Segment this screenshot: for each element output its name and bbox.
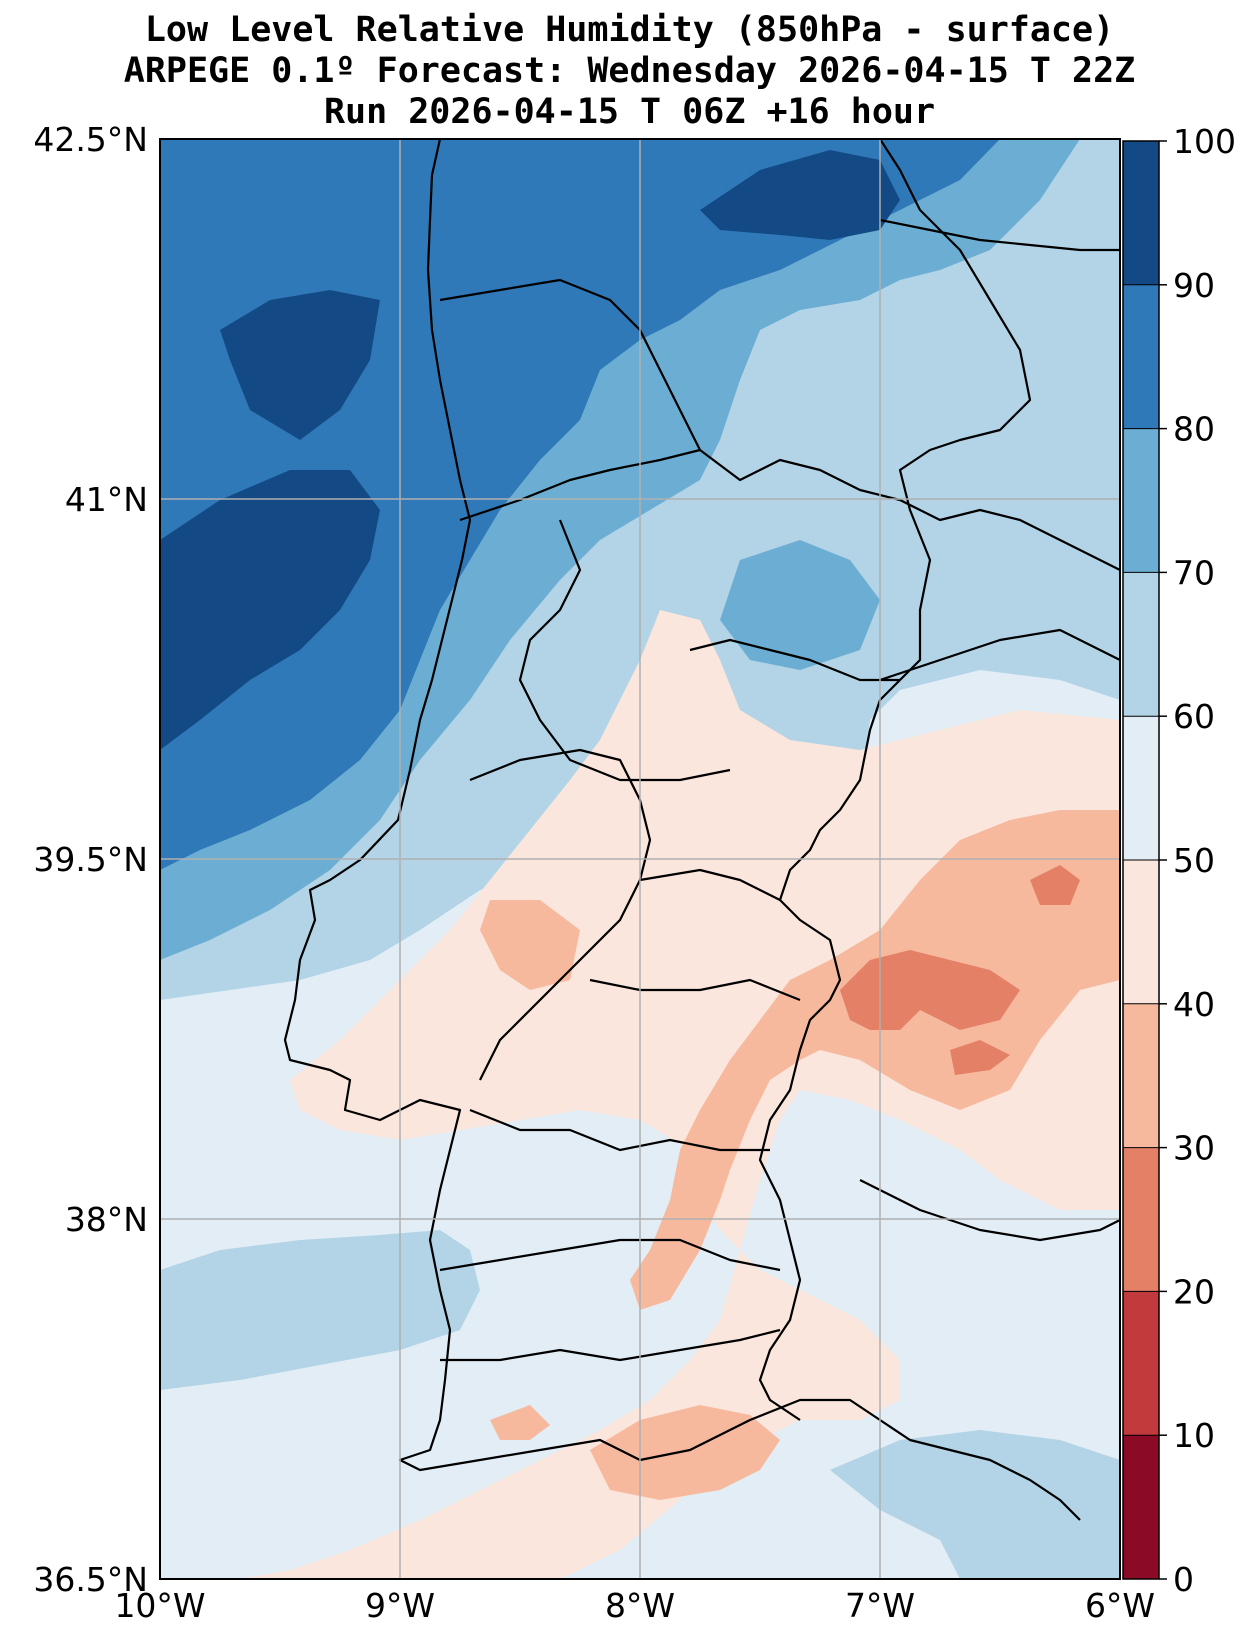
district-border-6 — [639, 868, 781, 901]
y-tick-label: 39.5°N — [33, 840, 148, 879]
x-tick-label: 9°W — [365, 1586, 435, 1625]
field-90-100-west — [160, 470, 380, 750]
colorbar-tick-label: 80 — [1173, 410, 1215, 449]
map-title: Low Level Relative Humidity (850hPa - su… — [0, 10, 1259, 133]
colorbar-segment — [1123, 716, 1159, 860]
colorbar-tick-label: 100 — [1173, 122, 1236, 161]
spain-border-southeast — [859, 1179, 1120, 1242]
map-border — [159, 138, 1121, 1580]
field-20-30-east — [840, 950, 1020, 1030]
field-30-40-inland — [480, 900, 580, 990]
colorbar-tick-label: 20 — [1173, 1272, 1215, 1311]
spain-border-east — [899, 499, 1120, 571]
colorbar-segment — [1123, 1291, 1159, 1436]
border-portugal-spain — [758, 139, 1032, 1421]
district-border-2 — [459, 448, 701, 522]
district-border-9 — [439, 1238, 781, 1272]
field-20-30-southeast — [950, 1040, 1010, 1075]
field-20-30-northeast — [1030, 865, 1080, 905]
colorbar-segment — [1123, 1435, 1159, 1579]
x-axis-ticks: 10°W 9°W 8°W 7°W 6°W — [114, 1586, 1155, 1625]
spain-border-north — [879, 218, 1120, 252]
district-border-8 — [469, 1108, 770, 1152]
colorbar-tick-label: 90 — [1173, 266, 1215, 305]
x-tick-label: 8°W — [605, 1586, 675, 1625]
colorbar: 0 10 20 30 40 50 60 70 80 90 100 — [1122, 122, 1236, 1599]
district-border-7 — [589, 978, 801, 1002]
colorbar-tick-label: 10 — [1173, 1416, 1215, 1455]
colorbar-tick-label: 40 — [1173, 985, 1215, 1024]
colorbar-segment — [1123, 572, 1159, 717]
field-40-50 — [240, 610, 1120, 1579]
x-tick-label: 6°W — [1085, 1586, 1155, 1625]
field-70-80-interior — [720, 540, 880, 670]
x-tick-label: 7°W — [845, 1586, 915, 1625]
colorbar-tick-label: 30 — [1173, 1129, 1215, 1168]
title-line-2: ARPEGE 0.1º Forecast: Wednesday 2026-04-… — [123, 51, 1136, 91]
district-border-4 — [689, 638, 900, 682]
district-border-3 — [518, 519, 731, 782]
field-60-70-southeast — [830, 1430, 1120, 1579]
field-30-40-east — [630, 810, 1120, 1310]
colorbar-tick-label: 50 — [1173, 841, 1215, 880]
district-border-10 — [440, 1328, 781, 1362]
field-30-40-southwest — [490, 1405, 550, 1440]
field-90-100-offshore — [220, 290, 380, 440]
district-border-1 — [439, 278, 901, 502]
coastline-atlantic — [283, 139, 1081, 1521]
colorbar-segment — [1123, 428, 1159, 573]
y-tick-label: 41°N — [65, 480, 148, 519]
colorbar-tick-label: 70 — [1173, 553, 1215, 592]
colorbar-segment — [1123, 141, 1159, 285]
colorbar-tick-label: 0 — [1173, 1560, 1194, 1599]
field-90-100-northeast — [700, 150, 900, 240]
title-line-3: Run 2026-04-15 T 06Z +16 hour — [323, 92, 936, 132]
colorbar-tick-label: 60 — [1173, 697, 1215, 736]
colorbar-segment — [1123, 284, 1159, 429]
spain-border-south — [879, 628, 1120, 682]
colorbar-segment — [1123, 1003, 1159, 1148]
y-tick-label: 38°N — [65, 1200, 148, 1239]
x-tick-label: 10°W — [114, 1586, 205, 1625]
colorbar-segment — [1123, 1147, 1159, 1292]
title-line-1: Low Level Relative Humidity (850hPa - su… — [144, 10, 1115, 50]
y-axis-ticks: 36.5°N 38°N 39.5°N 41°N 42.5°N — [33, 120, 148, 1599]
colorbar-segment — [1123, 860, 1159, 1004]
y-tick-label: 36.5°N — [33, 1560, 148, 1599]
y-tick-label: 42.5°N — [33, 120, 148, 159]
